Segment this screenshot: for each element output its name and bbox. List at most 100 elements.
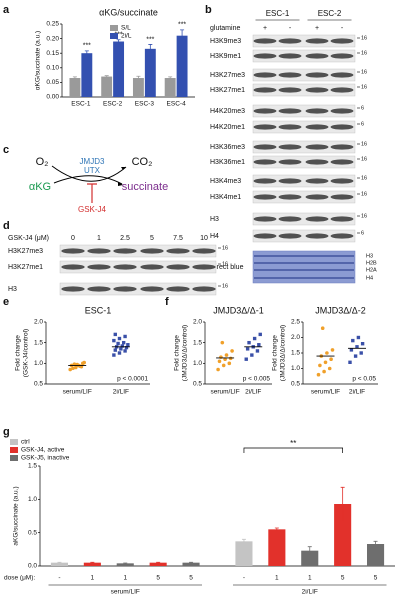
x-tick-label: 5 (189, 575, 193, 582)
legend-swatch (10, 439, 18, 445)
y-tick-label: 0.0 (28, 563, 37, 570)
group-label: serum/LIF (111, 589, 140, 596)
row-label: H3K9me1 (210, 53, 241, 60)
y-tick-label: 1.5 (34, 339, 43, 346)
lane-label: 10 (200, 235, 208, 242)
reaction-arrow (53, 175, 123, 185)
legend-swatch (10, 455, 18, 461)
condition-label: glutamine (210, 25, 240, 32)
bar (301, 550, 319, 566)
panel-label: f (165, 296, 169, 308)
error-bar (116, 39, 121, 44)
product: succinate (122, 181, 168, 193)
error-bar (148, 44, 153, 54)
blot-band (253, 108, 277, 114)
x-tick-label: 1 (91, 575, 95, 582)
bar (50, 562, 68, 566)
bar (144, 48, 156, 97)
y-axis-label: Fold change (174, 335, 181, 371)
blot-band (253, 124, 277, 130)
row-label: H4K20me1 (210, 124, 245, 131)
data-point (119, 347, 123, 351)
blot-band (278, 72, 302, 78)
panel-label: a (3, 4, 10, 16)
data-point (224, 353, 229, 357)
bar (149, 562, 167, 566)
x-tick-label: 5 (341, 575, 345, 582)
blot-band (140, 264, 164, 270)
stain-band-label: H3 (366, 253, 373, 259)
blot-band (330, 216, 354, 222)
blot-band (140, 248, 164, 254)
y-tick-label: 1.0 (28, 496, 37, 503)
error-bar (57, 561, 62, 563)
size-marker: 16 (361, 84, 367, 90)
blot-band (61, 286, 85, 292)
blot-strip (59, 282, 217, 296)
blot-band (166, 286, 190, 292)
lane-label: 7.5 (173, 235, 183, 242)
row-label: H3K36me1 (210, 159, 245, 166)
blot-band (330, 233, 354, 239)
error-bar (340, 486, 345, 521)
x-tick-label: 5 (156, 575, 160, 582)
size-marker: 16 (222, 283, 228, 289)
error-bar (241, 538, 246, 544)
blot-band (253, 144, 277, 150)
y-axis-label: αKG/succinate (a.u.) (35, 31, 42, 90)
blot-band (87, 264, 111, 270)
legend-label: GSK-J4, active (21, 447, 65, 454)
blot-band (278, 38, 302, 44)
blot-band (305, 216, 329, 222)
panel-label: d (3, 220, 10, 232)
row-label: H3K36me3 (210, 144, 245, 151)
blot-band (330, 108, 354, 114)
y-tick-label: 0.20 (46, 35, 59, 42)
error-bar (189, 561, 194, 563)
blot-band (278, 144, 302, 150)
y-tick-label: 1.5 (193, 339, 202, 346)
blot-band (253, 216, 277, 222)
panel-label: g (3, 426, 10, 438)
arrow-head (118, 182, 123, 186)
bar (235, 541, 253, 566)
group-label: 2i/LIF (302, 589, 318, 596)
data-point (120, 344, 124, 348)
size-marker: 16 (361, 35, 367, 41)
data-point (258, 332, 262, 337)
data-point (117, 351, 122, 355)
y-tick-label: 0.5 (193, 381, 202, 388)
significance-label: *** (114, 32, 122, 39)
error-bar (168, 76, 173, 80)
data-point (316, 372, 321, 377)
data-point (112, 338, 116, 343)
blot-band (278, 87, 302, 93)
x-tick-label: 1 (275, 575, 279, 582)
data-point (230, 349, 234, 353)
error-bar (307, 546, 312, 555)
blot-band (305, 144, 329, 150)
data-point (318, 363, 322, 368)
y-axis-label: (JMJD3Δ/Δ/control) (182, 325, 189, 381)
lane-label: + (263, 25, 267, 32)
enzyme: UTX (84, 166, 101, 175)
blot-strip (59, 244, 217, 258)
significance-label: *** (178, 22, 186, 29)
data-point (74, 365, 78, 370)
data-point (121, 340, 126, 345)
error-bar (373, 540, 378, 547)
panel-label: e (3, 296, 9, 308)
y-tick-label: 0.00 (46, 94, 59, 101)
p-value: p < 0.0001 (117, 376, 148, 383)
legend-swatch (110, 25, 118, 31)
condition-label: GSK-J4 (μM) (8, 235, 49, 242)
x-tick-label: 1 (123, 575, 127, 582)
blot-band (278, 216, 302, 222)
legend-label: GSK-J5, inactive (21, 455, 70, 462)
blot-band (330, 72, 354, 78)
data-point (113, 348, 117, 352)
legend-swatch (10, 447, 18, 453)
size-marker: 16 (222, 261, 228, 267)
data-point (359, 351, 363, 355)
data-point (327, 366, 332, 371)
